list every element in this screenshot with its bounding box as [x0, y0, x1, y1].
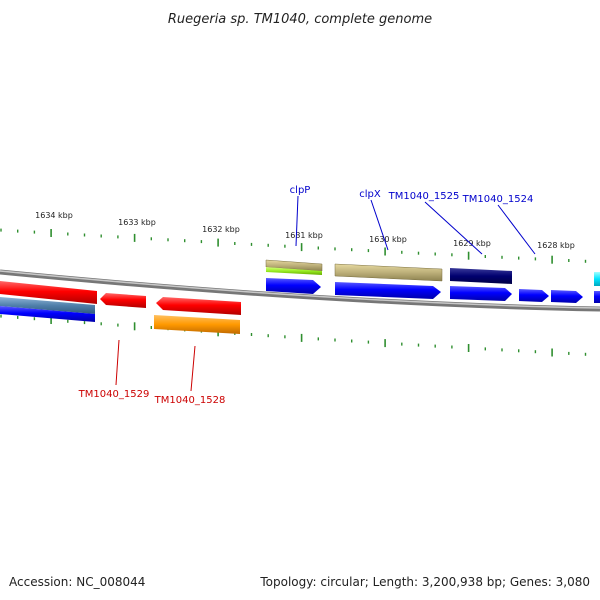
- gene-blue-reverse[interactable]: [0, 306, 95, 322]
- kbp-label-1629: 1629 kbp: [453, 239, 491, 248]
- map-title: Ruegeria sp. TM1040, complete genome: [168, 12, 432, 27]
- leader-TM1040-1524: [497, 204, 536, 255]
- kbp-label-1632: 1632 kbp: [202, 225, 240, 234]
- kbp-label-1633: 1633 kbp: [118, 218, 156, 227]
- kbp-label-1631: 1631 kbp: [285, 231, 323, 240]
- genome-summary-text: Topology: circular; Length: 3,200,938 bp…: [259, 575, 590, 589]
- genome-backbone: [0, 269, 600, 312]
- leader-TM1040-1528: [190, 345, 196, 392]
- leader-clpP: [295, 195, 299, 247]
- gene-orange[interactable]: [154, 315, 240, 334]
- gene-TM1040-1528[interactable]: [156, 297, 241, 315]
- kbp-label-1628: 1628 kbp: [537, 241, 575, 250]
- label-TM1040-1524[interactable]: TM1040_1524: [462, 194, 534, 205]
- gene-TM1040-1529[interactable]: [100, 293, 146, 308]
- label-TM1040-1529[interactable]: TM1040_1529: [78, 389, 150, 400]
- accession-text: Accession: NC_008044: [9, 575, 145, 589]
- gene-cyan[interactable]: [594, 272, 600, 286]
- leader-clpX: [370, 199, 389, 251]
- gene-steel[interactable]: [0, 297, 95, 314]
- gene-khaki-clpX[interactable]: [334, 263, 443, 282]
- gene-clpP-blue[interactable]: [266, 278, 321, 294]
- gene-clpP-lime[interactable]: [266, 267, 322, 275]
- label-TM1040-1525[interactable]: TM1040_1525: [388, 191, 460, 202]
- gene-red-1[interactable]: [0, 281, 97, 304]
- label-clpX[interactable]: clpX: [359, 189, 381, 200]
- gene-blue-6[interactable]: [594, 291, 600, 303]
- gene-blue-5[interactable]: [551, 290, 583, 303]
- gene-clpX-blue[interactable]: [335, 282, 441, 299]
- gene-TM1040-1525[interactable]: [450, 268, 512, 284]
- leader-TM1040-1525: [424, 201, 483, 255]
- leader-TM1040-1529: [115, 339, 120, 386]
- label-clpP[interactable]: clpP: [290, 185, 311, 196]
- kbp-label-1630: 1630 kbp: [369, 235, 407, 244]
- ticks-upper: [0, 228, 587, 264]
- gene-TM1040-1525-blue[interactable]: [450, 286, 512, 301]
- kbp-label-1634: 1634 kbp: [35, 211, 73, 220]
- gene-TM1040-1524-blue[interactable]: [519, 289, 549, 302]
- label-TM1040-1528[interactable]: TM1040_1528: [154, 395, 226, 406]
